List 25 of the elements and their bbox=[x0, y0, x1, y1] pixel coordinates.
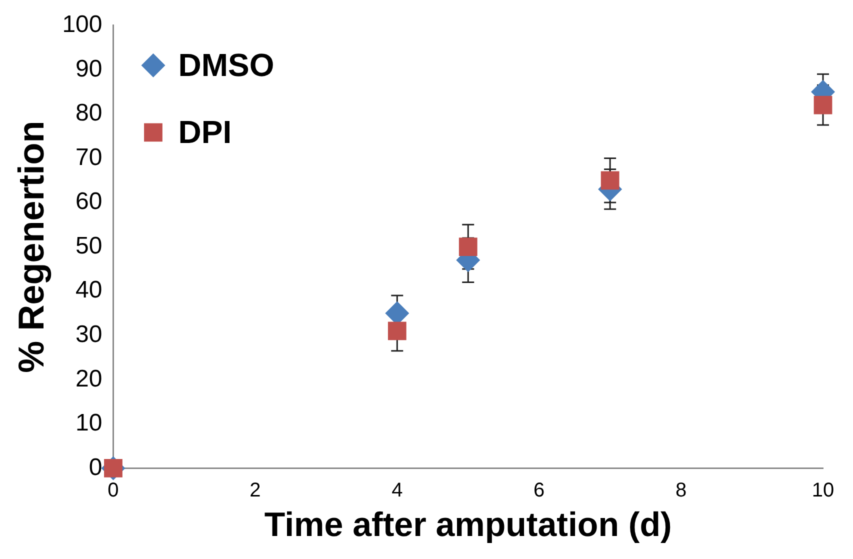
legend-label: DPI bbox=[178, 114, 232, 150]
y-tick-label: 30 bbox=[76, 320, 102, 348]
x-tick-label: 6 bbox=[534, 480, 545, 502]
y-tick-label: 0 bbox=[88, 454, 102, 481]
y-tick-label: 40 bbox=[76, 276, 102, 304]
y-axis-title: % Regenertion bbox=[10, 120, 52, 373]
x-tick-label: 4 bbox=[392, 480, 403, 502]
point bbox=[458, 238, 478, 256]
x-tick-label: 8 bbox=[675, 480, 687, 502]
y-tick-label: 80 bbox=[76, 100, 102, 127]
y-tick-label: 50 bbox=[76, 232, 102, 260]
y-tick-label: 10 bbox=[76, 410, 102, 437]
point bbox=[814, 96, 832, 114]
x-tick-label: 0 bbox=[108, 480, 119, 502]
x-axis-title: Time after amputation (d) bbox=[264, 506, 672, 544]
y-tick-label: 70 bbox=[76, 144, 102, 171]
legend-label: DMSO bbox=[178, 47, 274, 84]
point bbox=[388, 322, 406, 340]
y-tick-label: 60 bbox=[76, 188, 102, 216]
y-tick-label: 100 bbox=[62, 11, 102, 38]
x-tick-label: 2 bbox=[250, 480, 261, 502]
y-tick-label: 90 bbox=[76, 55, 102, 82]
x-tick-label: 10 bbox=[812, 480, 834, 502]
y-tick-label: 20 bbox=[76, 365, 102, 392]
point bbox=[600, 171, 620, 190]
